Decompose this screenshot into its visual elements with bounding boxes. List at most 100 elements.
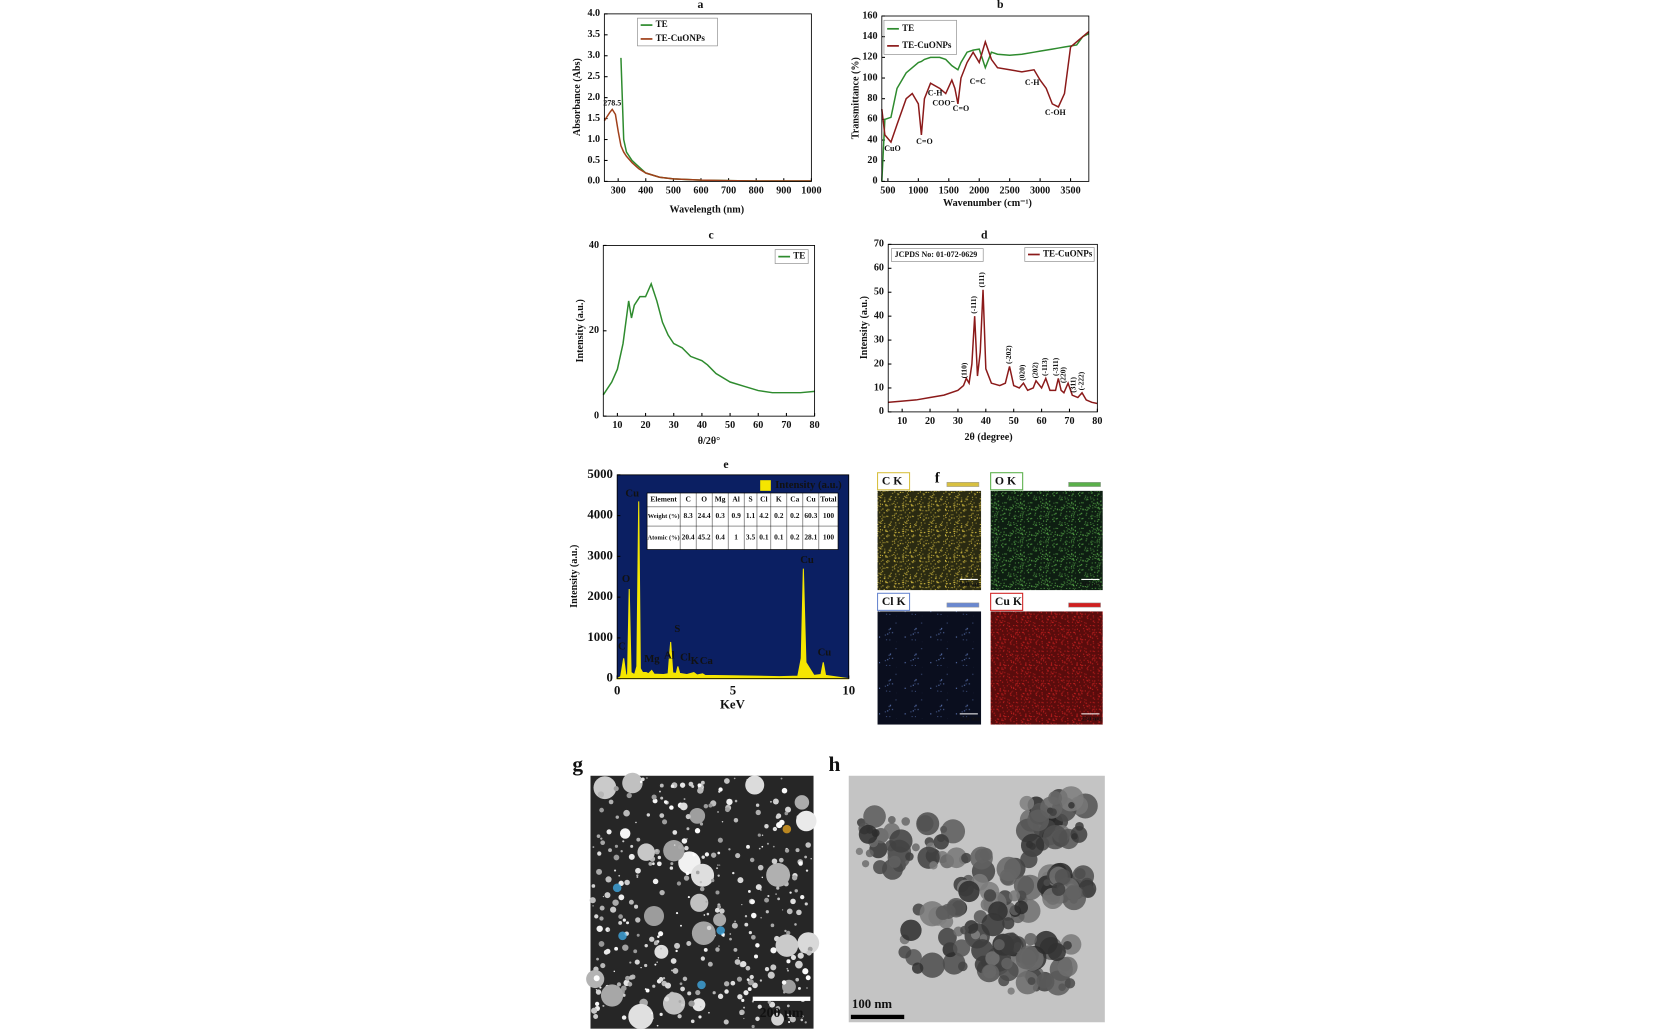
y-tick-label: 3.0 <box>587 50 600 61</box>
particle <box>595 988 598 991</box>
particle <box>594 914 599 919</box>
particle <box>616 982 622 987</box>
particle <box>657 855 662 860</box>
particle <box>747 987 752 991</box>
particle <box>659 783 664 788</box>
particle <box>755 1016 760 1022</box>
particle <box>658 931 664 937</box>
particle <box>719 908 725 914</box>
particle <box>685 813 691 820</box>
particle <box>653 941 658 946</box>
nanoparticle <box>1043 824 1068 850</box>
annotation: C-H <box>1025 78 1040 87</box>
particle <box>635 821 637 824</box>
legend-label: TE-CuONPs <box>1043 249 1093 259</box>
nanoparticle <box>1013 875 1035 896</box>
series-line <box>888 289 1098 405</box>
particle <box>596 868 603 875</box>
particle <box>652 984 656 988</box>
particle <box>710 852 717 858</box>
x-tick-label: 40 <box>981 416 991 427</box>
particle <box>798 861 803 866</box>
particle <box>800 1018 804 1022</box>
particle <box>688 781 694 787</box>
particle <box>797 986 801 990</box>
particle <box>596 834 601 838</box>
particle <box>717 993 724 999</box>
annotation: Al <box>664 649 675 661</box>
particle <box>708 803 713 808</box>
table-cell: Atomic (%) <box>648 534 680 541</box>
y-tick-label: 3000 <box>587 548 613 562</box>
particle <box>597 791 605 798</box>
particle <box>751 1024 755 1029</box>
particle <box>786 1013 789 1016</box>
scale-label: 100 nm <box>852 997 893 1011</box>
color-bar <box>1068 602 1101 608</box>
particle <box>664 996 670 1002</box>
particle <box>722 934 725 937</box>
nanoparticle <box>935 905 951 920</box>
nanoparticle <box>1051 882 1066 896</box>
annotation: C=C <box>970 77 986 86</box>
table-cell: 0.4 <box>715 533 725 542</box>
marker <box>716 926 725 935</box>
element-map <box>877 611 982 725</box>
x-tick-label: 10 <box>842 683 855 697</box>
particle <box>731 922 738 929</box>
particle <box>755 943 760 948</box>
x-tick-label: 500 <box>880 185 895 196</box>
x-tick-label: 60 <box>753 420 763 431</box>
particle <box>641 777 645 782</box>
y-tick-label: 1000 <box>587 630 613 644</box>
particle <box>757 1004 762 1009</box>
particle <box>770 964 777 971</box>
y-tick-label: 20 <box>867 155 877 166</box>
nanoparticle <box>958 961 968 972</box>
particle <box>621 985 627 991</box>
particle <box>746 978 750 982</box>
particle <box>739 1012 743 1016</box>
peak-label: (202) <box>1031 362 1040 379</box>
peak-label: (-202) <box>1004 345 1013 364</box>
legend-box <box>883 19 957 55</box>
particle <box>600 984 624 1007</box>
particle <box>795 977 800 982</box>
nanoparticle <box>958 880 980 903</box>
particle <box>637 843 655 861</box>
annotation: COO⁻ <box>932 99 954 108</box>
particle <box>613 970 616 973</box>
particle <box>770 947 777 954</box>
legend-label: Intensity (a.u.) <box>775 479 842 491</box>
scale-label: 250 nm <box>1082 716 1103 723</box>
particle <box>683 798 686 800</box>
particle <box>781 787 788 794</box>
y-tick-label: 60 <box>874 263 884 274</box>
particle <box>618 874 621 877</box>
nanoparticle <box>998 932 1022 956</box>
particle <box>733 947 738 952</box>
particle <box>645 988 650 993</box>
y-tick-label: 2.0 <box>587 92 600 103</box>
x-tick-label: 700 <box>721 185 736 196</box>
nanoparticle <box>996 856 1021 882</box>
particle <box>705 900 708 903</box>
table-bg <box>646 492 839 550</box>
particle <box>797 932 820 954</box>
particle <box>636 876 639 878</box>
nanoparticle <box>1063 940 1072 950</box>
particle <box>805 975 811 981</box>
legend-label: TE <box>793 251 805 261</box>
particle <box>753 954 759 959</box>
nanoparticle <box>858 824 878 844</box>
y-tick-label: 0.5 <box>587 155 600 166</box>
particle <box>640 966 642 969</box>
legend-box <box>1024 247 1095 262</box>
particle <box>801 1015 804 1018</box>
nanoparticle <box>889 829 913 853</box>
particle <box>643 905 665 927</box>
particle <box>740 961 747 968</box>
nanoparticle <box>1015 970 1040 995</box>
particle <box>652 878 659 885</box>
peak-label: (220) <box>1059 367 1068 384</box>
